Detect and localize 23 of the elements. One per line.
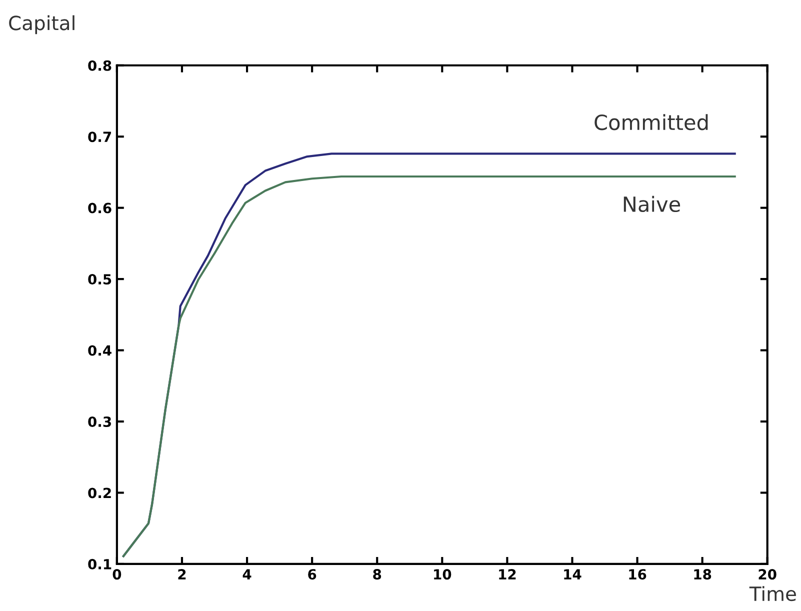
x-tick-label: 18 [694,569,712,580]
x-tick-label: 10 [434,569,452,580]
x-axis-title: Time [749,586,796,602]
y-tick-label: 0.5 [88,274,112,285]
x-tick-label: 14 [564,569,582,580]
y-tick-label: 0.8 [88,60,112,71]
x-tick-label: 12 [499,569,516,580]
y-tick-label: 0.6 [88,202,112,214]
x-tick-label: 2 [178,569,186,580]
series-label: Naive [624,196,680,212]
y-axis-title: Capital [9,15,74,34]
x-tick-label: 20 [758,569,776,580]
x-tick-label: 4 [242,569,252,580]
x-tick-label: 6 [308,569,316,580]
x-tick-label: 16 [629,569,646,580]
x-tick-label: 8 [373,569,382,580]
y-tick-label: 0.4 [88,345,112,356]
y-tick-label: 0.1 [88,558,112,570]
y-tick-label: 0.3 [88,416,111,427]
x-tick-label: 0 [112,569,122,580]
y-tick-label: 0.7 [88,132,111,142]
y-tick-label: 0.2 [88,488,111,498]
series-label: Committed [594,114,708,130]
